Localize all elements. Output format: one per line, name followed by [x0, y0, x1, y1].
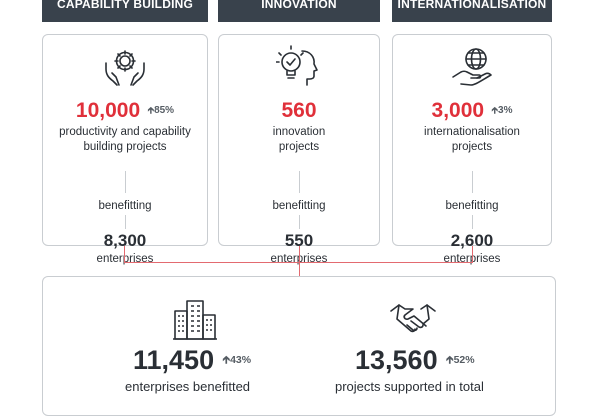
divider	[472, 171, 473, 193]
projects-value: 3,000	[431, 99, 485, 122]
divider	[299, 171, 300, 193]
projects-description: productivity and capability building pro…	[59, 126, 191, 153]
projects-value: 560	[281, 99, 317, 122]
value-line: 10,000 🡱85%	[43, 99, 207, 123]
enterprises-value: 8,300	[103, 231, 147, 250]
enterprises-label: enterprises	[43, 253, 207, 265]
divider	[125, 215, 126, 229]
projects-description: innovation projects	[272, 126, 326, 153]
change-badge: 🡱52%	[446, 353, 475, 366]
connector-line	[299, 246, 300, 276]
total-projects-value: 13,560	[355, 345, 438, 375]
total-enterprises-value: 11,450	[133, 345, 215, 375]
divider	[299, 215, 300, 229]
benefitting-label: benefitting	[272, 200, 326, 212]
benefitting-label: benefitting	[98, 200, 152, 212]
arrow-up-icon: 🡱	[491, 105, 499, 115]
globe-hand-icon	[452, 48, 492, 86]
total-projects-label: projects supported in total	[335, 379, 484, 394]
enterprises-value: 550	[284, 231, 314, 250]
enterprises-value: 2,600	[450, 231, 494, 250]
connector-line	[124, 246, 125, 262]
header-innovation: INNOVATION	[218, 0, 380, 22]
arrow-up-icon: 🡱	[222, 353, 231, 366]
total-enterprises-label: enterprises benefitted	[125, 379, 251, 394]
divider	[472, 215, 473, 229]
change-badge: 🡱43%	[222, 353, 252, 366]
divider	[125, 171, 126, 193]
header-capability-building: CAPABILITY BUILDING	[42, 0, 208, 22]
header-internationalisation: INTERNATIONALISATION	[392, 0, 552, 22]
handshake-icon	[390, 304, 436, 333]
connector-line	[124, 262, 473, 263]
gear-hands-icon	[105, 50, 145, 86]
arrow-up-icon: 🡱	[147, 105, 155, 115]
benefitting-label: benefitting	[445, 200, 499, 212]
card-internationalisation: 3,000 🡱3% internationalisation projects …	[392, 34, 552, 265]
lightbulb-head-icon	[276, 45, 318, 86]
projects-description: internationalisation projects	[424, 126, 520, 153]
value-line: 3,000 🡱3%	[393, 99, 551, 123]
total-enterprises-line: 11,450 🡱43%	[133, 345, 251, 376]
totals-panel: 11,450 🡱43% enterprises benefitted 13,56…	[42, 276, 556, 416]
value-line: 560	[219, 99, 379, 123]
card-innovation: 560 innovation projects benefitting 550 …	[218, 34, 380, 265]
card-capability-building: 10,000 🡱85% productivity and capability …	[42, 34, 208, 265]
total-projects-line: 13,560 🡱52%	[355, 345, 475, 376]
projects-value: 10,000	[75, 99, 141, 122]
arrow-up-icon: 🡱	[446, 353, 454, 366]
change-badge: 🡱85%	[147, 105, 175, 116]
change-badge: 🡱3%	[491, 105, 513, 116]
connector-line	[472, 246, 473, 262]
buildings-icon	[173, 300, 217, 340]
